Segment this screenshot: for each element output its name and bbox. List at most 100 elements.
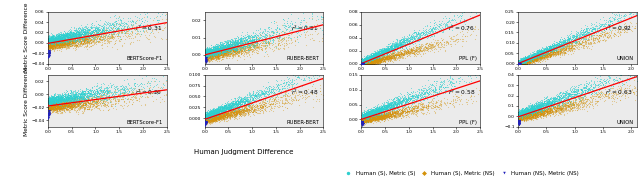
Point xyxy=(529,112,540,115)
Point xyxy=(374,115,385,118)
Point xyxy=(47,96,57,99)
Point xyxy=(252,105,262,108)
Point xyxy=(359,59,369,62)
Point xyxy=(532,56,542,59)
Point xyxy=(106,39,116,42)
Point xyxy=(69,98,79,100)
Point xyxy=(229,44,239,47)
Point xyxy=(60,37,70,40)
Point xyxy=(56,106,66,109)
Point xyxy=(357,58,367,61)
Point xyxy=(552,105,563,108)
Point xyxy=(208,110,218,113)
Point xyxy=(536,53,546,56)
Point xyxy=(547,103,557,106)
Point xyxy=(518,57,529,60)
Point xyxy=(515,111,525,114)
Point xyxy=(78,100,88,103)
Point xyxy=(51,36,61,39)
Point xyxy=(220,111,230,114)
Point xyxy=(566,43,577,46)
Point xyxy=(300,97,310,100)
Point xyxy=(625,28,636,31)
Point xyxy=(220,104,230,107)
Point xyxy=(54,98,64,101)
Point xyxy=(418,32,428,35)
Point xyxy=(515,61,525,64)
Point xyxy=(201,53,211,56)
Point xyxy=(515,120,525,123)
Point xyxy=(552,100,562,103)
Point xyxy=(564,37,574,40)
Point xyxy=(216,114,226,117)
Point xyxy=(513,114,524,117)
Point xyxy=(572,40,582,43)
Point xyxy=(367,54,377,56)
Point xyxy=(517,59,527,62)
Point xyxy=(360,118,371,121)
Point xyxy=(226,51,236,54)
Point xyxy=(547,47,557,49)
Point xyxy=(532,57,543,60)
Point xyxy=(444,78,454,81)
Point xyxy=(49,107,59,110)
Point xyxy=(45,103,56,106)
Point xyxy=(521,113,531,116)
Point xyxy=(517,112,527,115)
Point xyxy=(203,118,213,121)
Point xyxy=(357,60,367,63)
Point xyxy=(372,54,383,56)
Point xyxy=(413,47,423,50)
Point xyxy=(53,108,63,110)
Point xyxy=(58,42,68,45)
Point xyxy=(408,89,418,92)
Point xyxy=(89,95,99,98)
Point xyxy=(95,98,105,101)
Point xyxy=(606,35,616,38)
Point xyxy=(365,111,375,114)
Point xyxy=(202,112,212,115)
Point xyxy=(49,104,59,107)
Point xyxy=(54,42,64,45)
Point xyxy=(281,40,291,43)
Point xyxy=(45,42,56,45)
Point xyxy=(366,55,376,58)
Point xyxy=(376,58,387,61)
Point xyxy=(215,115,225,118)
Point xyxy=(543,47,554,49)
Point xyxy=(539,54,549,57)
Point xyxy=(579,28,589,31)
Point xyxy=(60,45,70,48)
Point xyxy=(216,49,226,51)
Point xyxy=(82,101,92,104)
Point xyxy=(100,102,111,105)
Point xyxy=(48,100,58,103)
Point xyxy=(357,118,367,121)
Point xyxy=(61,102,72,105)
Point xyxy=(366,56,376,59)
Point xyxy=(212,108,223,111)
Point xyxy=(257,91,267,94)
Point xyxy=(393,53,403,56)
Point xyxy=(50,47,60,50)
Point xyxy=(376,51,387,54)
Point xyxy=(74,98,84,100)
Point xyxy=(550,46,561,49)
Point xyxy=(526,58,536,60)
Point xyxy=(226,42,236,45)
Point xyxy=(80,98,90,100)
Point xyxy=(76,93,86,96)
Point xyxy=(217,48,227,51)
Point xyxy=(60,37,70,39)
Point xyxy=(370,108,380,111)
Point xyxy=(225,49,236,52)
Point xyxy=(140,27,150,30)
Point xyxy=(204,53,214,56)
Point xyxy=(526,113,536,116)
Point xyxy=(515,112,525,115)
Point xyxy=(532,110,542,113)
Point xyxy=(521,61,531,64)
Point xyxy=(556,40,566,43)
Point xyxy=(97,39,107,41)
Point xyxy=(127,90,138,93)
